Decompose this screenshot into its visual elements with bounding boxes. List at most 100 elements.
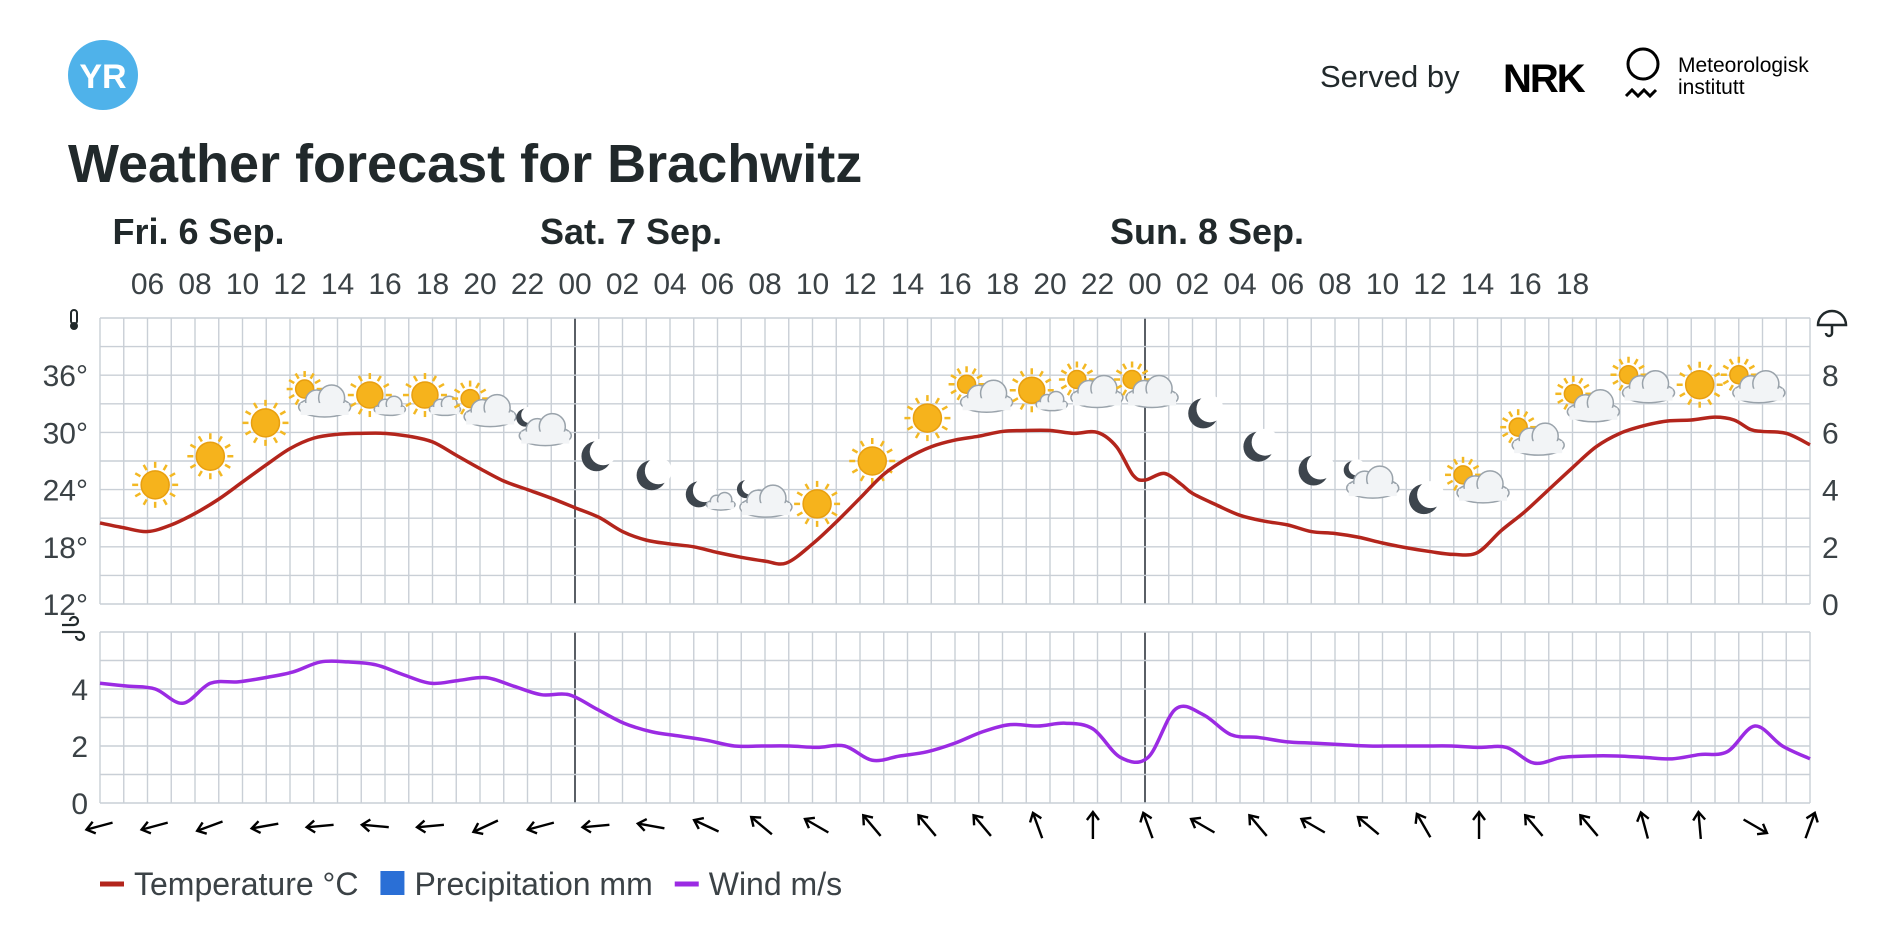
sun-ray — [1044, 378, 1052, 384]
hour-tick-label: 14 — [1461, 268, 1494, 301]
sun-ray — [1557, 383, 1564, 389]
sun-disc — [1684, 369, 1715, 400]
wind-direction-arrow — [1523, 813, 1544, 837]
arrow-shaft — [638, 822, 665, 830]
day-label: Sat. 7 Sep. — [540, 211, 722, 252]
sun-ray — [859, 440, 865, 447]
sun-ray — [1523, 410, 1529, 418]
day-labels: Fri. 6 Sep. Sat. 7 Sep. Sun. 8 Sep. — [113, 211, 1305, 252]
sun-ray — [431, 375, 438, 382]
wind-direction-arrow — [1636, 810, 1650, 839]
arrow-head — [1692, 810, 1707, 822]
moon-cut — [1196, 395, 1224, 423]
arrow-shaft — [1804, 813, 1816, 839]
arrow-head — [1356, 815, 1369, 828]
hour-tick-label: 18 — [1556, 268, 1589, 301]
wind-direction-arrow — [1579, 813, 1599, 837]
sun-ray — [1722, 364, 1730, 370]
sun-disc — [356, 381, 384, 409]
wind-direction-arrow — [139, 821, 169, 835]
sun-ray — [294, 398, 300, 406]
arrow-head — [1756, 823, 1769, 836]
wind-direction-arrow — [249, 820, 279, 835]
sun-ray — [288, 378, 295, 385]
arrow-shaft — [197, 820, 223, 832]
sun-ray — [475, 382, 481, 389]
arrow-head — [304, 819, 316, 834]
weather-symbol-clearsky-night-icon — [1298, 452, 1334, 486]
hour-tick-label: 00 — [558, 268, 591, 301]
wind-direction-arrow — [1692, 810, 1707, 840]
arrow-shaft — [362, 823, 389, 829]
served-by-label: Served by — [1320, 59, 1460, 94]
sun-ray — [357, 408, 363, 415]
y-axis-ticks: 12° 18° 24° 30° 36° 0 2 4 6 8 0 2 4 — [43, 360, 1839, 821]
sun-disc — [195, 441, 226, 471]
hour-tick-label: 16 — [368, 268, 401, 301]
sun-ray — [1012, 397, 1019, 403]
hour-tick-label: 08 — [1318, 268, 1351, 301]
weather-symbol-clearsky-day-icon — [794, 480, 841, 527]
hour-tick-label: 08 — [178, 268, 211, 301]
sun-ray — [309, 372, 315, 380]
sun-ray — [453, 388, 461, 394]
sun-ray — [831, 511, 838, 517]
series-lines — [99, 415, 1811, 766]
sun-ray — [412, 408, 419, 415]
hour-labels: 06 08 10 12 14 16 18 20 22 00 02 04 06 08 10 12 14 16 18 20… — [131, 268, 1589, 301]
sun-ray — [1612, 379, 1619, 385]
arrow-shaft — [1191, 818, 1216, 834]
legend-label: Wind m/s — [709, 866, 842, 902]
cloud-fill — [466, 412, 515, 425]
hour-tick-label: 14 — [891, 268, 924, 301]
hour-tick-label: 16 — [1508, 268, 1541, 301]
sun-ray — [914, 397, 921, 405]
hour-tick-label: 10 — [796, 268, 829, 301]
arrow-head — [972, 813, 984, 826]
weather-symbol-partlycloudy-night-icon — [1343, 459, 1400, 499]
sun-ray — [1472, 464, 1480, 470]
legend-swatch — [380, 871, 405, 895]
sun-ray — [1121, 363, 1128, 370]
sun-disc — [1017, 376, 1046, 405]
header: YR Served by NRK Meteorologisk institutt… — [68, 40, 1809, 194]
sun-ray — [252, 436, 259, 444]
weather-symbol-partlycloudy-night-icon — [736, 478, 793, 518]
met-institute-logo[interactable]: Meteorologisk institutt — [1624, 47, 1809, 99]
moon-cut — [1306, 452, 1334, 480]
arrow-shaft — [528, 821, 555, 831]
sun-ray — [314, 378, 321, 385]
hour-tick-label: 22 — [511, 268, 544, 301]
arrow-head — [1805, 810, 1819, 823]
sun-ray — [169, 472, 176, 478]
arrow-shaft — [87, 821, 113, 831]
wind-direction-arrow — [84, 821, 113, 835]
wind-grid — [99, 631, 1811, 804]
sun-ray — [1743, 358, 1749, 365]
yr-logo[interactable]: YR — [68, 40, 138, 110]
sun-ray — [197, 470, 203, 477]
moon-cut — [589, 438, 617, 466]
sun-ray — [1722, 379, 1730, 385]
sun-ray — [217, 470, 223, 477]
wind-direction-arrow — [525, 821, 555, 835]
wind-tick-label: 2 — [71, 731, 88, 764]
weather-symbol-clearsky-day-icon — [904, 395, 951, 442]
weather-symbol-clearsky-day-icon — [187, 433, 234, 480]
sun-ray — [272, 436, 279, 444]
sun-ray — [1081, 363, 1087, 370]
wind-direction-arrow — [917, 813, 937, 837]
wave-icon — [1624, 87, 1658, 99]
cloud-fill — [1128, 393, 1177, 406]
nrk-logo[interactable]: NRK — [1503, 57, 1588, 101]
weather-symbol-clearsky-day-icon — [242, 399, 289, 446]
hour-tick-label: 02 — [606, 268, 639, 301]
arrow-shaft — [1142, 813, 1154, 839]
hour-tick-label: 04 — [1223, 268, 1256, 301]
hour-tick-label: 06 — [1271, 268, 1304, 301]
wind-direction-arrow — [635, 817, 665, 832]
sun-ray — [1527, 417, 1535, 423]
arrow-shaft — [473, 819, 499, 833]
met-logo-line1: Meteorologisk — [1678, 54, 1809, 77]
sun-ray — [142, 464, 148, 471]
